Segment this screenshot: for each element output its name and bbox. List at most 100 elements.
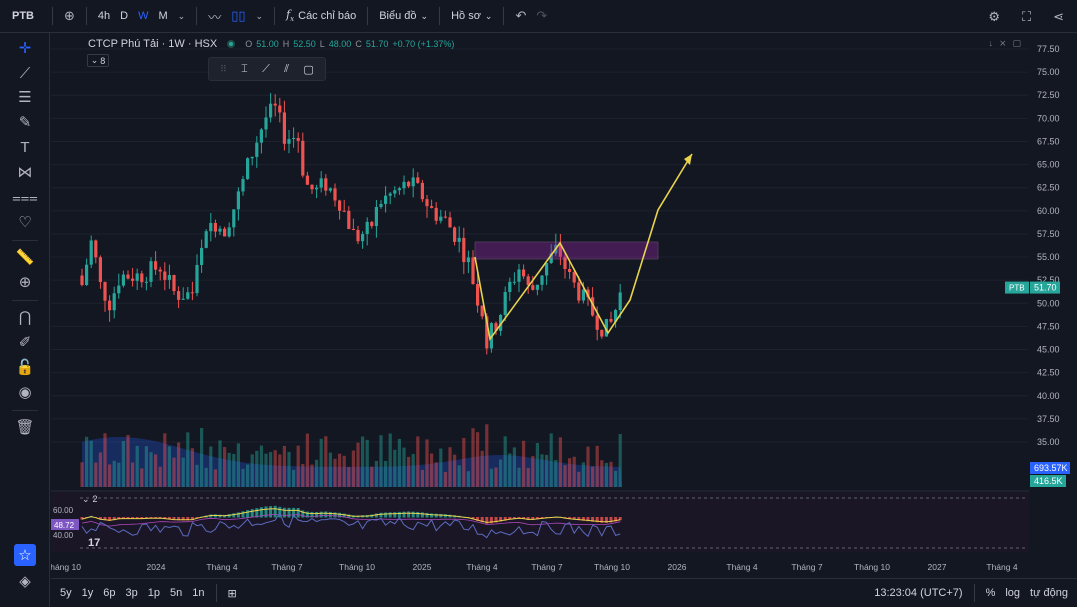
osc-histogram-bar [393, 512, 397, 518]
drawings[interactable] [474, 153, 693, 341]
tradingview-logo[interactable]: 17 [88, 537, 101, 549]
chart-menu-button[interactable]: Biểu đồ ⌄ [374, 0, 433, 33]
ruler-icon[interactable]: 📏 [15, 249, 35, 266]
interval-4h[interactable]: 4h [97, 10, 111, 22]
layers-icon[interactable]: ◈ [19, 573, 31, 590]
volume-bar [227, 452, 231, 487]
maximize-icon[interactable]: ▢ [1012, 38, 1021, 48]
volume-bar [195, 464, 199, 487]
volume-bar [476, 432, 480, 487]
interval-d[interactable]: D [120, 10, 129, 22]
pattern-tool-icon[interactable]: ⋈ [17, 164, 33, 181]
divider [367, 7, 369, 25]
candle-body [508, 281, 512, 293]
volume-bar [397, 438, 401, 487]
volume-bar [305, 433, 309, 487]
range-1y[interactable]: 1y [81, 587, 94, 599]
lock-icon[interactable]: 🔓 [15, 359, 35, 376]
collapse-icon[interactable]: ⨯ [998, 38, 1007, 48]
candle-body [177, 291, 181, 300]
price-tick-label: 40.00 [1037, 391, 1060, 401]
zoom-in-icon[interactable]: ⊕ [18, 274, 32, 291]
volume-bar [218, 440, 222, 487]
candles-icon[interactable]: ▯▯ [231, 8, 246, 23]
osc-histogram-bar [131, 517, 135, 519]
ray-icon[interactable]: ⫽ [284, 62, 290, 75]
chevron-down-icon[interactable]: ⌄ [255, 10, 264, 21]
prediction-tool-icon[interactable]: ⩶ [12, 188, 38, 206]
volume-bar [526, 467, 530, 487]
text-tool-icon[interactable]: T [20, 138, 30, 156]
candle-body [545, 263, 549, 276]
volume-bar [324, 436, 328, 487]
cursor-text-icon[interactable]: ⌶ [241, 62, 248, 75]
line-chart-icon[interactable]: 〰 [208, 9, 222, 25]
candle-body [361, 234, 365, 242]
brush-icon[interactable]: ✎ [18, 114, 32, 131]
legend-title[interactable]: CTCP Phú Tải · 1W · HSX [88, 38, 218, 50]
macd-line [81, 513, 621, 527]
osc-histogram-bar [250, 509, 254, 518]
fib-lines-icon[interactable]: ☰ [18, 89, 32, 106]
interval-m[interactable]: M [158, 10, 168, 22]
auto-scale-toggle[interactable]: tự động [1030, 587, 1068, 599]
plus-circle-icon[interactable]: ⊕ [64, 8, 75, 23]
chevron-down-icon[interactable]: ⌄ [82, 494, 90, 504]
osc-histogram-bar [604, 517, 608, 523]
time-tick-label: Tháng 7 [791, 562, 822, 572]
crosshair-icon[interactable]: ✛ [18, 40, 32, 57]
heart-icon[interactable]: ♡ [18, 214, 32, 231]
volume-bar [172, 457, 176, 487]
interval-w[interactable]: W [138, 10, 149, 22]
undo-icon[interactable]: ↶ [515, 8, 527, 23]
range-3m[interactable]: 3p [125, 587, 138, 599]
indicators-button[interactable]: fx Các chỉ báo [281, 0, 361, 33]
candle-body [388, 193, 392, 196]
osc-histogram-bar [540, 517, 544, 519]
range-6m[interactable]: 6p [103, 587, 116, 599]
date-range-icon[interactable]: ⊞ [227, 587, 237, 600]
trend-line-icon[interactable]: ⟋ [19, 64, 31, 82]
volume-bar [250, 454, 254, 487]
log-scale-toggle[interactable]: log [1005, 587, 1021, 599]
rectangle-icon[interactable]: ▢ [303, 63, 314, 76]
price-axis[interactable]: 77.50 75.00 72.50 70.00 67.50 65.00 62.50 60.00… [1005, 33, 1077, 577]
volume-bar [563, 465, 567, 487]
clock[interactable]: 13:23:04 (UTC+7) [874, 587, 963, 599]
arrow-down-icon[interactable]: ↓ [988, 38, 993, 48]
osc-level-60: 60.00 [53, 506, 74, 515]
top-right-actions: ⚙ ⛶ ⋖ [983, 0, 1069, 33]
drag-handle-icon[interactable]: ⠿ [220, 63, 227, 74]
legend-open: 51.00 [256, 39, 279, 49]
trash-icon[interactable]: 🗑 [15, 419, 35, 436]
range-5d[interactable]: 5n [170, 587, 183, 599]
lock-drawing-icon[interactable]: ✐ [18, 334, 32, 351]
time-axis[interactable]: Tháng 10 2024 Tháng 4 Tháng 7 Tháng 10 2025 Th… [51, 562, 1018, 572]
settings-gear-icon[interactable]: ⚙ [988, 8, 1000, 24]
star-icon[interactable]: ☆ [14, 544, 36, 566]
share-icon[interactable]: ⋖ [1053, 8, 1064, 24]
fullscreen-icon[interactable]: ⛶ [1021, 8, 1032, 24]
oscillator-count[interactable]: 2 [92, 494, 98, 504]
osc-histogram-bar [577, 517, 581, 521]
candle-body [480, 305, 484, 317]
percent-scale-toggle[interactable]: % [985, 587, 996, 599]
collapse-indicators-button[interactable]: ⌄ 8 [87, 54, 109, 67]
candle-body [80, 275, 84, 285]
redo-icon[interactable]: ↷ [536, 8, 548, 23]
trend-line-icon[interactable]: ⟋ [262, 62, 270, 75]
range-1m[interactable]: 1p [147, 587, 160, 599]
volume-bar [338, 453, 342, 487]
osc-histogram-bar [526, 517, 530, 520]
range-1d[interactable]: 1n [192, 587, 205, 599]
eye-icon[interactable]: ◉ [18, 384, 32, 401]
magnet-icon[interactable]: ⋂ [18, 309, 32, 326]
range-5y[interactable]: 5y [60, 587, 72, 599]
oscillator-legend: ⌄ 2 [82, 494, 98, 505]
symbol-search-button[interactable]: PTB [12, 10, 34, 22]
chevron-down-icon[interactable]: ⌄ [177, 10, 186, 21]
profile-menu-button[interactable]: Hồ sơ ⌄ [446, 0, 497, 33]
volume-bar [287, 451, 291, 487]
